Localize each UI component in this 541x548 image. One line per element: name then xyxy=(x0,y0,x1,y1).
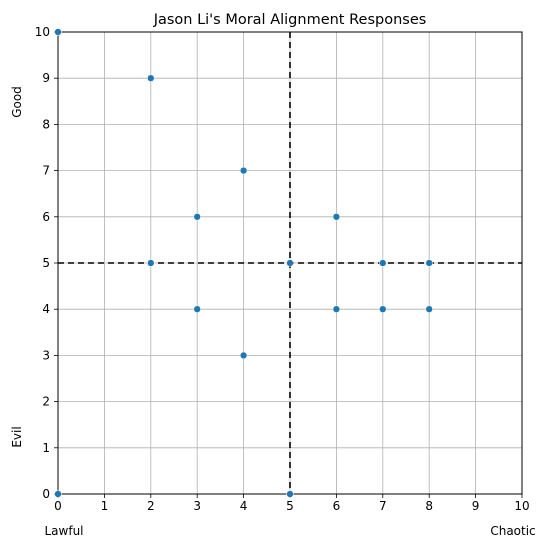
data-point xyxy=(425,305,433,313)
x-label-chaotic: Chaotic xyxy=(490,524,535,538)
y-tick-label: 1 xyxy=(42,441,50,455)
x-tick-label: 2 xyxy=(147,499,155,513)
y-tick-label: 6 xyxy=(42,210,50,224)
data-point xyxy=(286,259,294,267)
data-point xyxy=(147,74,155,82)
data-point xyxy=(147,259,155,267)
x-tick-label: 1 xyxy=(101,499,109,513)
data-point xyxy=(54,28,62,36)
x-tick-label: 9 xyxy=(472,499,480,513)
y-tick-label: 0 xyxy=(42,487,50,501)
data-point xyxy=(425,259,433,267)
y-tick-label: 8 xyxy=(42,117,50,131)
x-tick-label: 7 xyxy=(379,499,387,513)
y-tick-label: 7 xyxy=(42,164,50,178)
data-point xyxy=(193,213,201,221)
data-points xyxy=(54,28,433,498)
data-point xyxy=(332,305,341,313)
data-point xyxy=(332,213,341,221)
data-point xyxy=(54,490,62,498)
x-tick-label: 3 xyxy=(193,499,201,513)
y-label-good: Good xyxy=(10,86,24,118)
x-tick-label: 4 xyxy=(240,499,248,513)
x-tick-label: 8 xyxy=(425,499,433,513)
x-label-lawful: Lawful xyxy=(44,524,83,538)
y-tick-label: 9 xyxy=(42,71,50,85)
chart-title: Jason Li's Moral Alignment Responses xyxy=(153,12,427,28)
axis-ticks: 0 1 2 3 4 5 6 7 8 9 10 0 1 2 3 4 5 6 7 8 9 10 xyxy=(35,25,530,513)
y-tick-label: 10 xyxy=(35,25,50,39)
x-tick-label: 0 xyxy=(54,499,62,513)
data-point xyxy=(379,305,387,313)
y-tick-label: 4 xyxy=(42,302,50,316)
x-tick-label: 6 xyxy=(333,499,341,513)
x-tick-label: 10 xyxy=(514,499,529,513)
y-label-evil: Evil xyxy=(10,426,24,447)
y-tick-label: 2 xyxy=(42,395,50,409)
y-tick-label: 3 xyxy=(42,348,50,362)
data-point xyxy=(379,259,387,267)
x-tick-label: 5 xyxy=(286,499,294,513)
y-tick-label: 5 xyxy=(42,256,50,270)
data-point xyxy=(193,305,201,313)
data-point xyxy=(286,490,294,498)
data-point xyxy=(239,166,248,175)
data-point xyxy=(239,351,248,360)
